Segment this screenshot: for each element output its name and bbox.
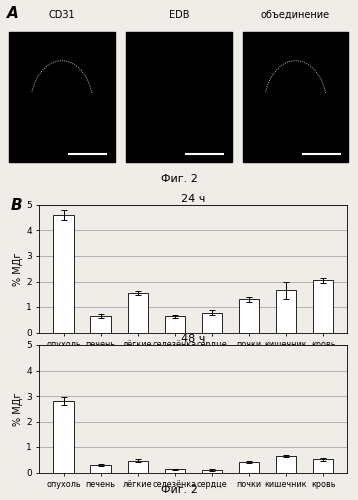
Text: B: B [11, 198, 22, 212]
Bar [53, 215, 74, 332]
Bar [202, 312, 222, 332]
Bar [91, 465, 111, 472]
Bar [239, 300, 259, 332]
Bar [165, 470, 185, 472]
Text: EDB: EDB [169, 10, 189, 20]
Text: объединение: объединение [261, 10, 330, 20]
Y-axis label: % МДг: % МДг [13, 392, 23, 426]
Bar [276, 290, 296, 333]
Title: 24 ч: 24 ч [181, 194, 205, 204]
Bar [126, 32, 232, 162]
Text: Фиг. 2: Фиг. 2 [160, 485, 198, 495]
Bar [53, 401, 74, 472]
Bar [127, 293, 148, 333]
Bar [239, 462, 259, 472]
Bar [276, 456, 296, 472]
Bar [9, 32, 115, 162]
Title: 48 ч: 48 ч [181, 334, 205, 344]
Text: CD31: CD31 [48, 10, 75, 20]
Bar [243, 32, 348, 162]
Bar [127, 460, 148, 472]
Text: A: A [7, 6, 19, 20]
Bar [165, 316, 185, 332]
Text: Фиг. 2: Фиг. 2 [160, 174, 198, 184]
Y-axis label: % МДг: % МДг [13, 252, 23, 286]
Bar [91, 316, 111, 332]
Bar [313, 280, 333, 332]
Bar [202, 470, 222, 472]
Bar [313, 459, 333, 472]
